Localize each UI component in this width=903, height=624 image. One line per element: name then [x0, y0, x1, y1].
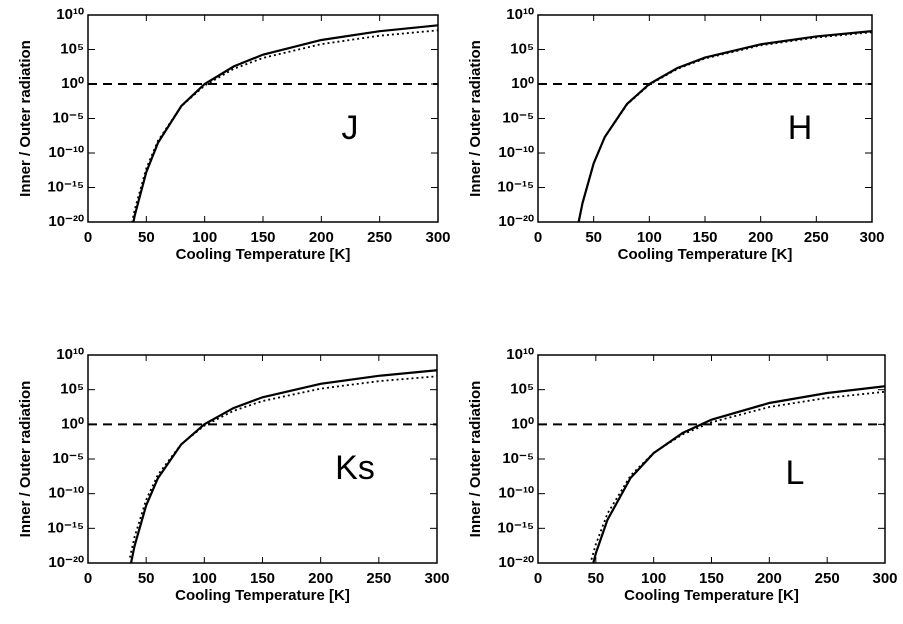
x-tick-label: 0	[84, 570, 92, 587]
y-axis-label: Inner / Outer radiation	[467, 381, 484, 538]
y-tick-label: 10⁻⁵	[502, 450, 534, 467]
data-line	[589, 390, 885, 563]
data-line	[132, 24, 438, 222]
x-tick-label: 50	[138, 229, 155, 246]
x-axis-label: Cooling Temperature [K]	[624, 587, 799, 604]
x-tick-label: 150	[250, 229, 275, 246]
y-tick-label: 10⁻¹⁵	[47, 519, 84, 536]
y-tick-label: 10⁵	[510, 381, 534, 398]
y-tick-label: 10⁰	[61, 415, 84, 432]
y-tick-label: 10⁻²⁰	[48, 554, 84, 571]
x-tick-label: 250	[367, 229, 392, 246]
y-tick-label: 10⁵	[60, 40, 84, 57]
plot-frame	[537, 354, 886, 564]
x-tick-label: 200	[757, 570, 782, 587]
x-tick-label: 150	[699, 570, 724, 587]
y-tick-label: 10⁵	[60, 381, 84, 398]
x-tick-label: 150	[692, 229, 717, 246]
y-tick-label: 10⁻⁵	[52, 450, 84, 467]
x-axis-label: Cooling Temperature [K]	[175, 587, 350, 604]
x-tick-label: 100	[637, 229, 662, 246]
y-tick-label: 10¹⁰	[506, 6, 534, 23]
x-tick-label: 50	[138, 570, 155, 587]
plot-frame	[537, 14, 873, 223]
x-tick-label: 250	[366, 570, 391, 587]
x-tick-label: 150	[250, 570, 275, 587]
x-tick-label: 300	[425, 229, 450, 246]
y-axis-label: Inner / Outer radiation	[17, 40, 34, 197]
x-tick-label: 0	[534, 570, 542, 587]
data-line	[129, 375, 437, 558]
y-tick-label: 10⁻²⁰	[498, 213, 534, 230]
panel-label: L	[786, 454, 805, 492]
y-tick-label: 10¹⁰	[56, 346, 84, 363]
x-tick-label: 300	[424, 570, 449, 587]
plot-frame	[87, 354, 438, 564]
x-tick-label: 100	[641, 570, 666, 587]
y-tick-label: 10⁻¹⁵	[47, 178, 84, 195]
y-tick-label: 10⁻¹⁵	[497, 178, 534, 195]
x-tick-label: 100	[192, 570, 217, 587]
x-tick-label: 250	[815, 570, 840, 587]
data-line	[592, 385, 885, 563]
y-tick-label: 10¹⁰	[506, 346, 534, 363]
y-tick-label: 10⁻⁵	[52, 109, 84, 126]
x-tick-label: 300	[859, 229, 884, 246]
data-line	[577, 30, 872, 222]
panel-label: Ks	[335, 449, 375, 487]
y-tick-label: 10⁰	[511, 415, 534, 432]
x-tick-label: 300	[872, 570, 897, 587]
y-tick-label: 10⁻¹⁰	[498, 485, 534, 502]
panel-label: H	[788, 109, 813, 147]
x-axis-label: Cooling Temperature [K]	[618, 246, 793, 263]
y-axis-label: Inner / Outer radiation	[17, 381, 34, 538]
y-tick-label: 10⁻¹⁰	[48, 485, 84, 502]
y-tick-label: 10⁻¹⁵	[497, 519, 534, 536]
y-tick-label: 10⁻²⁰	[498, 554, 534, 571]
x-axis-label: Cooling Temperature [K]	[176, 246, 351, 263]
y-tick-label: 10⁻¹⁰	[48, 144, 84, 161]
x-tick-label: 100	[192, 229, 217, 246]
x-tick-label: 0	[84, 229, 92, 246]
data-line	[129, 369, 437, 563]
y-tick-label: 10⁰	[511, 75, 534, 92]
panel-label: J	[342, 109, 359, 147]
data-line	[577, 31, 872, 222]
y-axis-label: Inner / Outer radiation	[467, 40, 484, 197]
x-tick-label: 200	[748, 229, 773, 246]
y-tick-label: 10⁻²⁰	[48, 213, 84, 230]
x-tick-label: 0	[534, 229, 542, 246]
data-line	[131, 29, 438, 222]
x-tick-label: 200	[309, 229, 334, 246]
y-tick-label: 10⁻¹⁰	[498, 144, 534, 161]
x-tick-label: 200	[308, 570, 333, 587]
x-tick-label: 250	[804, 229, 829, 246]
y-tick-label: 10¹⁰	[56, 6, 84, 23]
y-tick-label: 10⁵	[510, 40, 534, 57]
x-tick-label: 50	[587, 570, 604, 587]
x-tick-label: 50	[585, 229, 602, 246]
y-tick-label: 10⁻⁵	[502, 109, 534, 126]
y-tick-label: 10⁰	[61, 75, 84, 92]
